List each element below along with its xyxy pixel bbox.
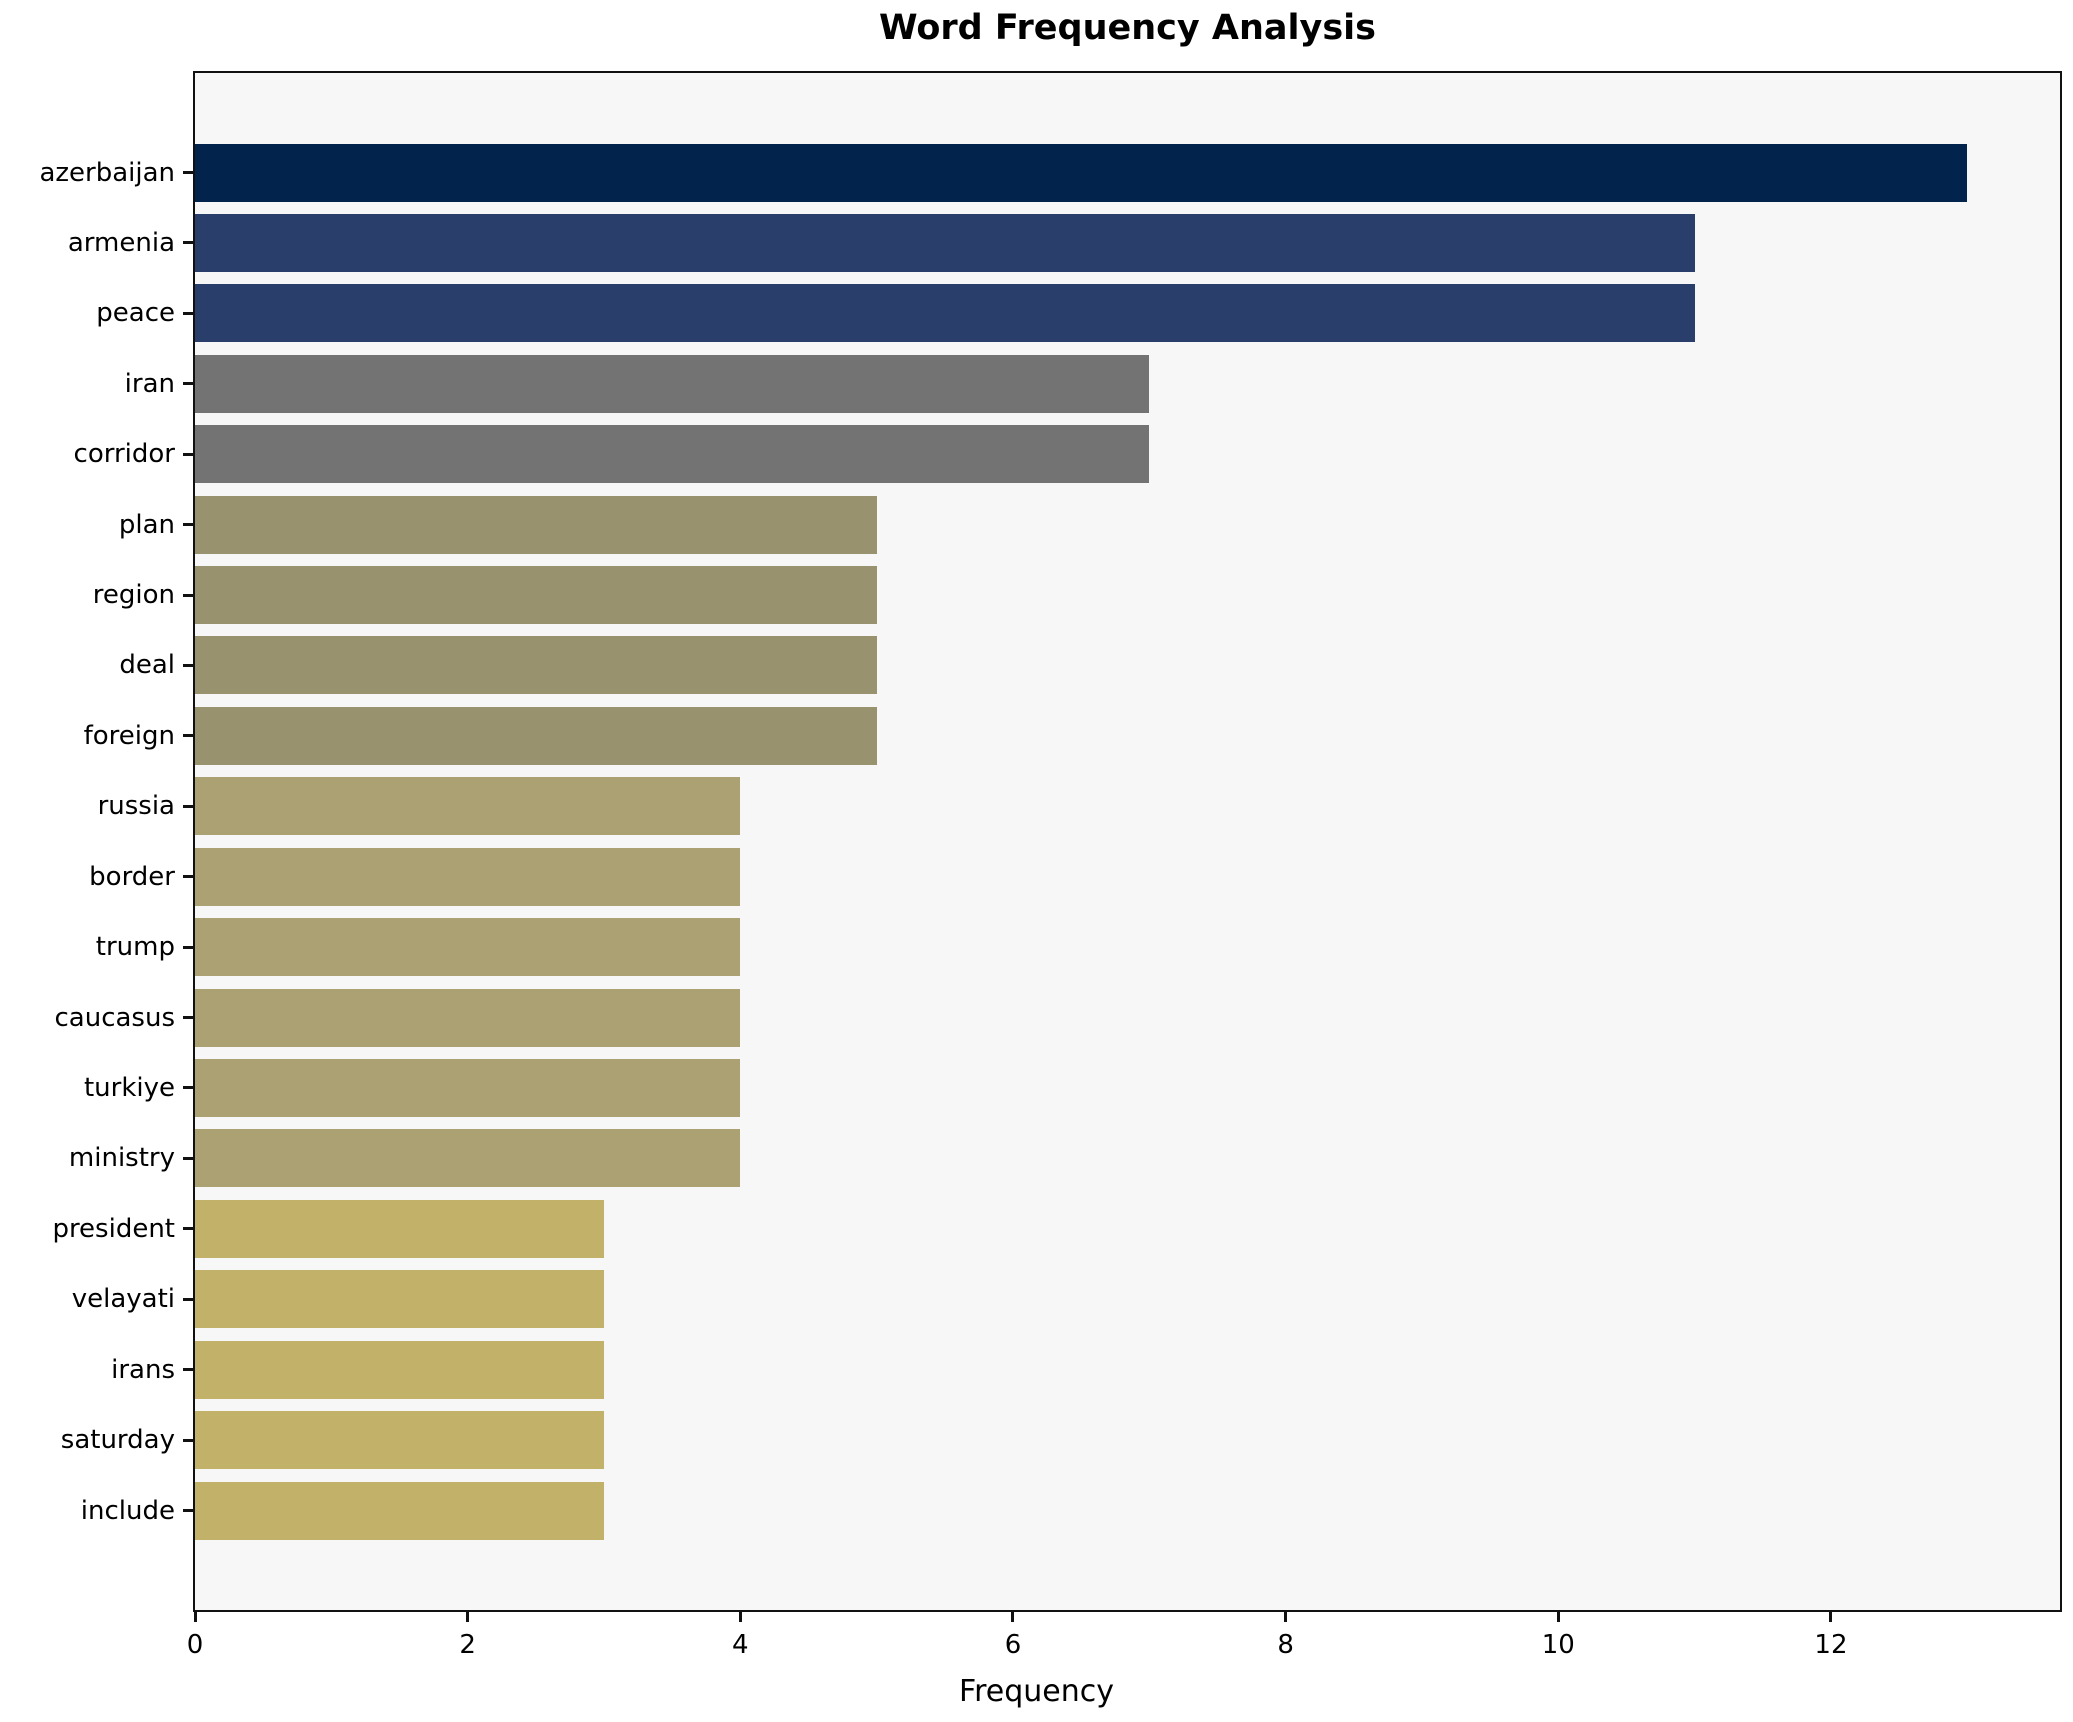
x-tick-label: 2 xyxy=(459,1630,476,1660)
x-tick-mark xyxy=(466,1610,470,1622)
y-tick-mark xyxy=(183,945,195,949)
y-tick-mark xyxy=(183,663,195,667)
y-tick-mark xyxy=(183,1368,195,1372)
bar-velayati xyxy=(195,1270,604,1329)
y-tick-label: region xyxy=(92,580,175,611)
y-tick-mark xyxy=(183,1016,195,1020)
x-tick-mark xyxy=(1011,1610,1015,1622)
y-tick-label: irans xyxy=(111,1354,175,1385)
plot-area: azerbaijan armenia peace iran corridor plan re… xyxy=(39,71,2062,1660)
y-tick-mark xyxy=(183,734,195,738)
bar-irans xyxy=(195,1340,604,1399)
bar-caucasus xyxy=(195,988,741,1047)
y-tick-mark xyxy=(183,1156,195,1160)
x-tick-label: 0 xyxy=(186,1630,204,1660)
y-tick-mark xyxy=(183,804,195,808)
chart-title: Word Frequency Analysis xyxy=(878,8,1377,48)
bar-border xyxy=(195,847,741,906)
x-tick-label: 6 xyxy=(1004,1630,1022,1660)
y-tick-mark xyxy=(183,311,195,315)
y-tick-mark xyxy=(183,382,195,386)
y-tick-label: include xyxy=(80,1495,175,1526)
y-tick-label: deal xyxy=(119,650,175,681)
bar-azerbaijan xyxy=(195,143,1968,202)
bar-armenia xyxy=(195,213,1695,272)
y-tick-label: plan xyxy=(118,509,175,540)
y-tick-mark xyxy=(183,1297,195,1301)
bar-iran xyxy=(195,354,1150,413)
y-tick-label: azerbaijan xyxy=(39,157,175,188)
y-tick-mark xyxy=(183,241,195,245)
x-tick-mark xyxy=(193,1610,197,1622)
bar-corridor xyxy=(195,425,1150,484)
y-tick-label: caucasus xyxy=(54,1002,175,1033)
x-tick-label: 10 xyxy=(1541,1630,1575,1660)
x-tick-label: 8 xyxy=(1277,1630,1294,1660)
y-tick-label: president xyxy=(52,1213,175,1244)
bar-saturday xyxy=(195,1411,604,1470)
bar-trump xyxy=(195,918,741,977)
y-tick-mark xyxy=(183,523,195,527)
bar-include xyxy=(195,1481,604,1540)
y-tick-label: velayati xyxy=(71,1284,175,1315)
bar-plan xyxy=(195,495,877,554)
y-tick-mark xyxy=(183,1438,195,1442)
y-tick-label: corridor xyxy=(73,439,175,470)
y-tick-label: saturday xyxy=(60,1425,175,1456)
x-tick-label: 12 xyxy=(1814,1630,1848,1660)
x-tick-mark xyxy=(738,1610,742,1622)
y-tick-mark xyxy=(183,1086,195,1090)
y-tick-label: border xyxy=(89,861,175,892)
x-axis-title: Frequency xyxy=(959,1674,1114,1709)
bar-president xyxy=(195,1199,604,1258)
bar-turkiye xyxy=(195,1058,741,1117)
bar-peace xyxy=(195,284,1695,343)
y-tick-mark xyxy=(183,875,195,879)
y-tick-label: russia xyxy=(97,791,175,822)
y-tick-mark xyxy=(183,1227,195,1231)
y-tick-label: armenia xyxy=(67,227,175,258)
y-tick-mark xyxy=(183,452,195,456)
y-tick-label: trump xyxy=(95,932,175,963)
y-tick-label: foreign xyxy=(83,720,175,751)
y-tick-mark xyxy=(183,593,195,597)
bar-ministry xyxy=(195,1129,741,1188)
y-tick-label: turkiye xyxy=(83,1072,175,1103)
y-tick-label: ministry xyxy=(68,1143,175,1174)
x-tick-label: 4 xyxy=(732,1630,749,1660)
x-tick-mark xyxy=(1829,1610,1833,1622)
y-tick-label: peace xyxy=(96,298,175,329)
y-tick-label: iran xyxy=(124,368,175,399)
bar-deal xyxy=(195,636,877,695)
y-tick-mark xyxy=(183,171,195,174)
x-tick-mark xyxy=(1284,1610,1288,1622)
bar-russia xyxy=(195,777,741,836)
bar-foreign xyxy=(195,706,877,765)
y-tick-mark xyxy=(183,1509,195,1512)
x-tick-mark xyxy=(1556,1610,1560,1622)
bar-region xyxy=(195,566,877,625)
